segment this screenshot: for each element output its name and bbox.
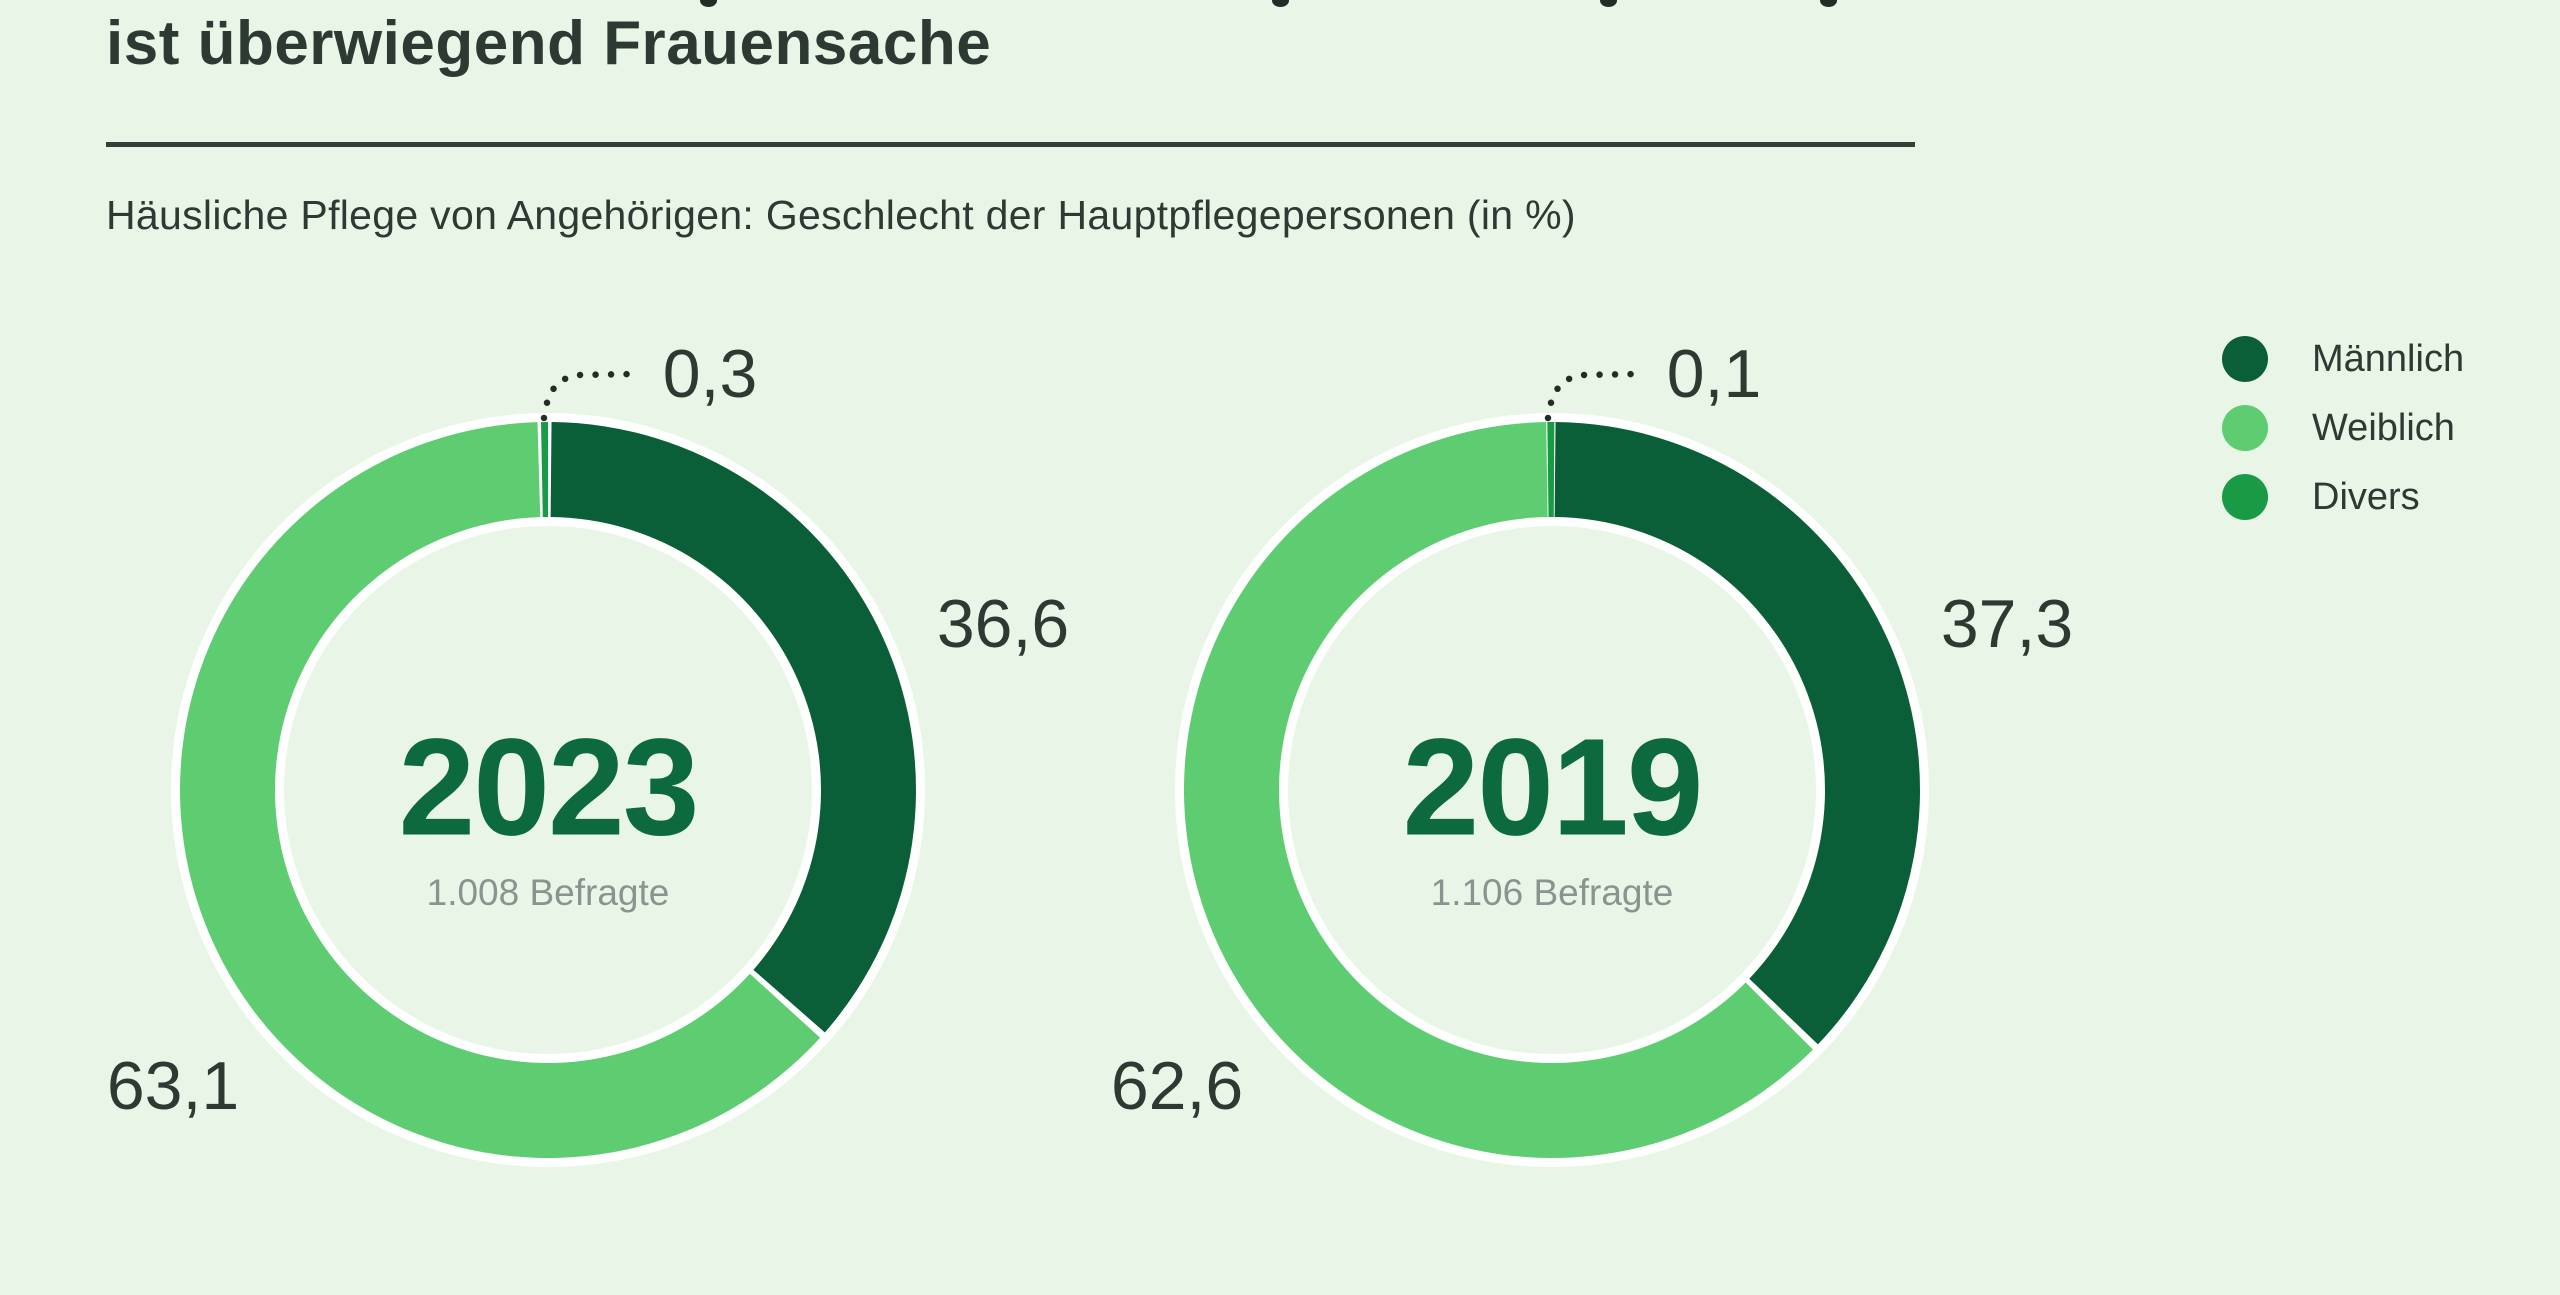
legend-item-divers: Divers	[2222, 474, 2464, 520]
donut-year: 2019	[1402, 710, 1704, 865]
page-title: ist überwiegend Frauensache	[106, 9, 992, 78]
legend-label: Weiblich	[2312, 406, 2455, 449]
donut-segment-divers	[540, 422, 549, 518]
donut-segment-divers	[1547, 422, 1555, 518]
donut-year: 2023	[398, 710, 700, 865]
donut-svg	[1175, 370, 1929, 1167]
donut-segment-männlich	[1554, 422, 1920, 1045]
legend-dot-divers-icon	[2222, 474, 2268, 520]
donut-respondents: 1.008 Befragte	[426, 872, 670, 913]
legend-item-weiblich: Weiblich	[2222, 405, 2464, 451]
segment-value-divers: 0,3	[662, 336, 758, 412]
cutoff-headline-remnant	[700, 0, 717, 7]
donut-respondents: 1.106 Befragte	[1430, 872, 1674, 913]
title-divider	[106, 142, 1915, 147]
donut-segment-weiblich	[1184, 422, 1813, 1158]
chart-legend: Männlich Weiblich Divers	[2222, 336, 2464, 543]
segment-value-divers: 0,1	[1666, 336, 1762, 412]
cutoff-headline-remnant	[1820, 0, 1837, 7]
donut-chart-2023: 2023 1.008 Befragte 36,6 63,1 0,3	[48, 295, 1069, 1295]
divers-leader-line	[540, 370, 638, 422]
donut-chart-2019: 2019 1.106 Befragte 37,3 62,6 0,1	[1052, 295, 2073, 1295]
chart-subtitle: Häusliche Pflege von Angehörigen: Geschl…	[106, 192, 1576, 238]
segment-value-weiblich: 63,1	[106, 1048, 240, 1124]
legend-dot-maennlich-icon	[2222, 336, 2268, 382]
cutoff-headline-remnant	[1600, 0, 1617, 7]
legend-label: Männlich	[2312, 337, 2465, 380]
legend-dot-weiblich-icon	[2222, 405, 2268, 451]
donut-segment-männlich	[550, 422, 917, 1033]
divers-leader-line	[1544, 370, 1642, 422]
legend-label: Divers	[2312, 475, 2420, 518]
segment-value-weiblich: 62,6	[1110, 1048, 1244, 1124]
legend-item-maennlich: Männlich	[2222, 336, 2464, 382]
segment-value-männlich: 37,3	[1940, 586, 2074, 662]
donut-segment-weiblich	[180, 422, 821, 1158]
donut-svg	[171, 370, 925, 1167]
segment-value-männlich: 36,6	[936, 586, 1070, 662]
cutoff-headline-remnant	[1272, 0, 1289, 7]
